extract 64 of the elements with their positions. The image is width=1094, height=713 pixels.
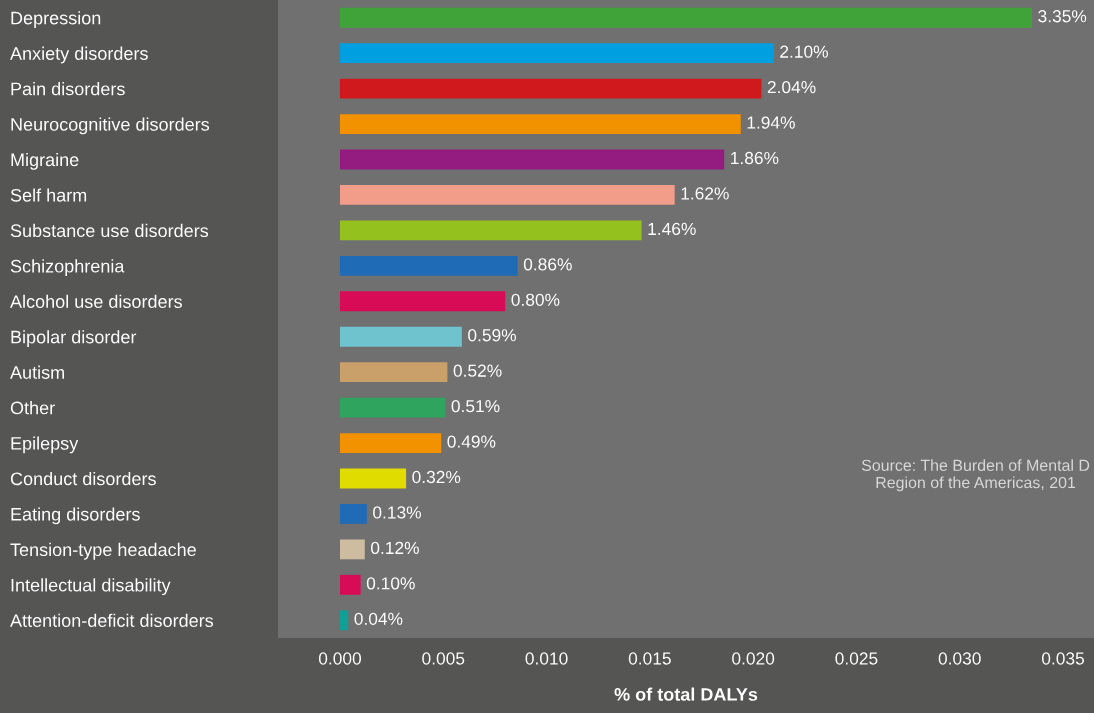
data-label: 0.12% <box>371 541 419 555</box>
data-label: 3.35% <box>1038 10 1087 23</box>
y-tick-label: Autism <box>10 365 64 379</box>
y-tick-label: Conduct disorders <box>10 471 156 486</box>
y-tick-label: Alcohol use disorders <box>10 294 182 308</box>
bar <box>339 149 725 170</box>
bar <box>339 255 518 276</box>
bar <box>339 114 741 134</box>
data-label: 0.04% <box>354 612 403 625</box>
bar <box>339 433 442 453</box>
x-tick-label: 0.035 <box>1041 652 1085 665</box>
x-tick-label: 0.015 <box>628 652 671 665</box>
x-tick-label: 0.005 <box>422 652 465 665</box>
x-tick-label: 0.025 <box>835 652 878 665</box>
data-label: 0.13% <box>373 506 421 519</box>
bar <box>339 574 361 595</box>
bar <box>339 504 367 524</box>
bar <box>339 7 1033 28</box>
y-tick-label: Bipolar disorder <box>11 330 137 348</box>
x-tick-label: 0.030 <box>938 652 981 665</box>
y-tick-label: Pain disorders <box>11 82 125 96</box>
data-label: 0.86% <box>523 258 572 271</box>
bar <box>339 43 774 64</box>
bar <box>339 326 462 347</box>
data-label: 1.46% <box>648 222 696 236</box>
bar <box>339 220 642 241</box>
bar <box>339 610 349 631</box>
annotation: Source: The Burden of Mental D Region of the Americas, 201 <box>861 459 1090 492</box>
data-label: 1.62% <box>681 187 729 200</box>
y-tick-label: Other <box>10 401 55 415</box>
y-tick-label: Tension-type headache <box>10 542 196 560</box>
data-label: 2.10% <box>780 45 828 58</box>
y-tick-label: Schizophrenia <box>10 259 125 277</box>
bar <box>339 78 762 99</box>
y-tick-label: Intellectual disability <box>11 578 171 596</box>
x-axis-title: % of total DALYs <box>614 687 758 701</box>
data-label: 0.32% <box>412 470 461 484</box>
y-tick-label: Migraine <box>11 152 79 170</box>
y-tick-label: Anxiety disorders <box>10 46 148 64</box>
bar <box>339 185 675 205</box>
y-tick-label: Self harm <box>10 188 87 202</box>
y-tick-label: Neurocognitive disorders <box>11 117 210 135</box>
y-tick-label: Epilepsy <box>11 436 79 454</box>
data-label: 0.52% <box>453 364 502 377</box>
bar <box>339 468 407 489</box>
bar <box>339 397 446 418</box>
x-tick-label: 0.000 <box>318 652 362 665</box>
bar <box>339 362 448 383</box>
y-tick-label: Eating disorders <box>11 507 140 525</box>
data-label: 0.59% <box>468 329 517 342</box>
data-label: 0.49% <box>447 435 496 448</box>
data-label: 1.86% <box>731 151 779 165</box>
bar <box>339 539 365 560</box>
y-tick-label: Substance use disorders <box>10 223 209 238</box>
y-tick-label: Depression <box>11 11 101 29</box>
x-tick-label: 0.020 <box>732 652 775 665</box>
x-tick-label: 0.010 <box>525 652 568 665</box>
bar <box>339 291 506 312</box>
data-label: 2.04% <box>767 80 816 94</box>
data-label: 0.51% <box>451 399 500 413</box>
data-label: 0.80% <box>511 293 560 306</box>
data-label: 0.10% <box>366 577 415 590</box>
data-label: 1.94% <box>747 116 795 129</box>
y-tick-label: Attention-deficit disorders <box>10 613 214 627</box>
